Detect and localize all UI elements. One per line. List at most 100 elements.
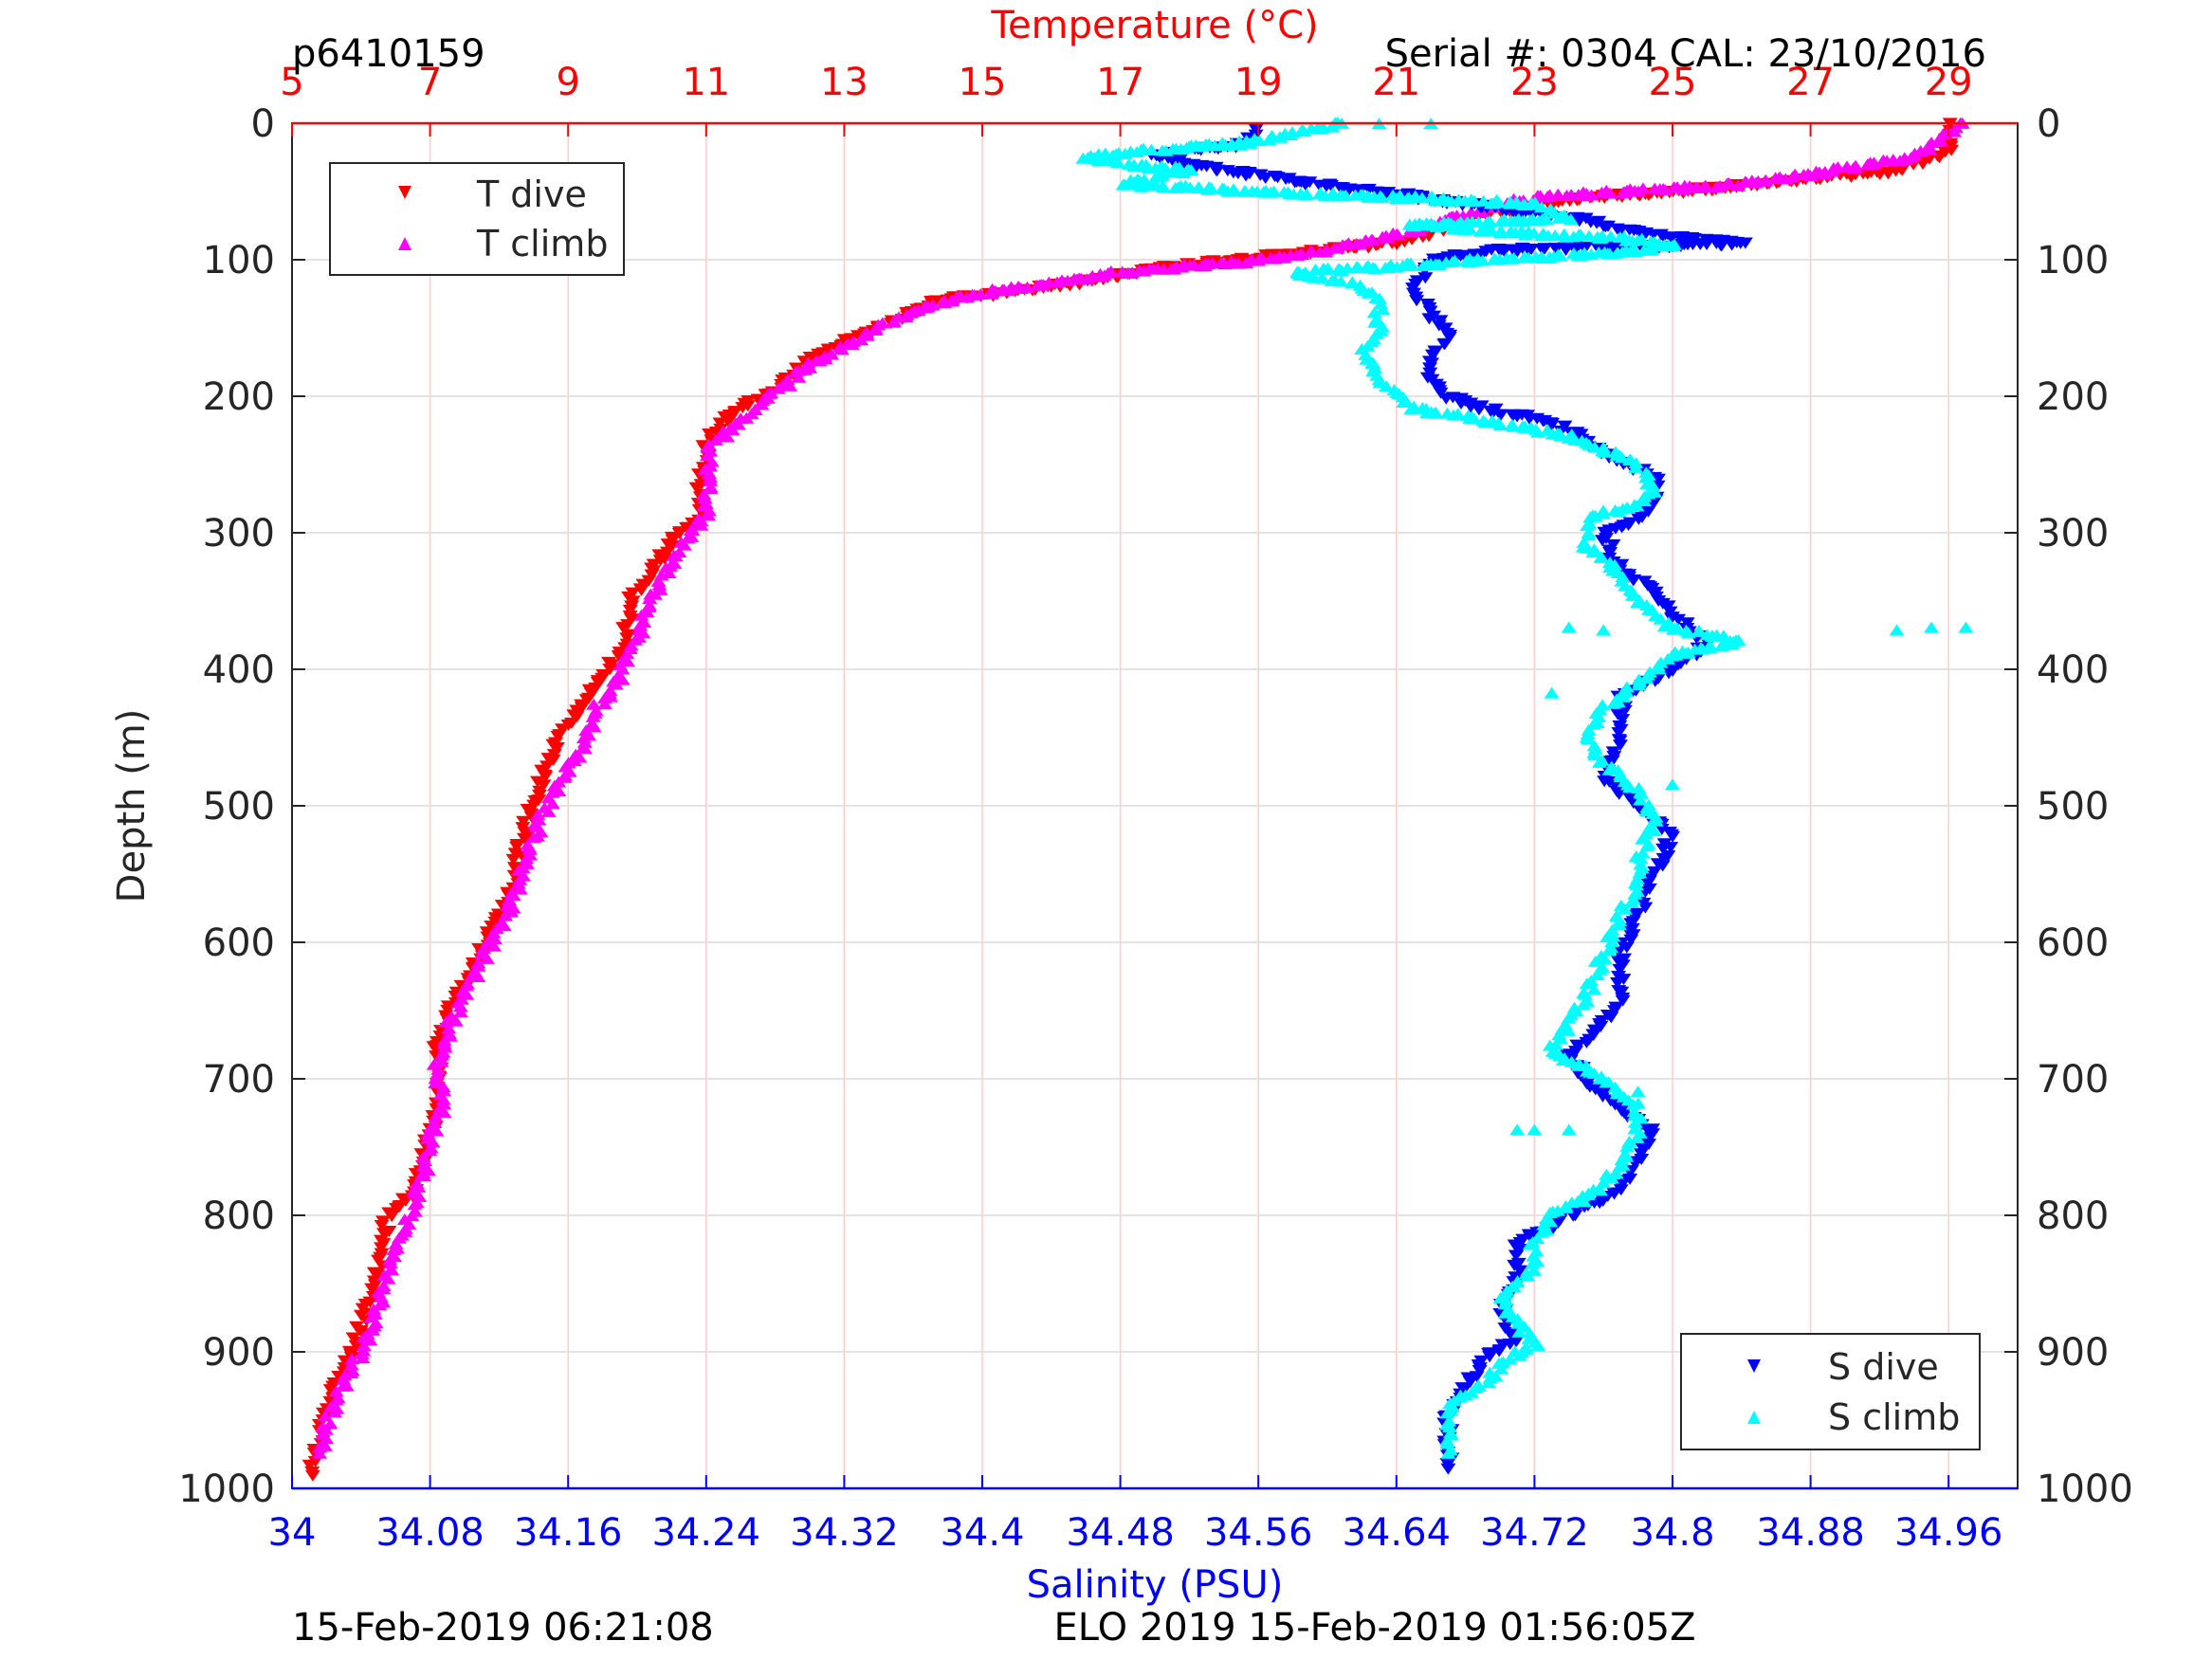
sal-marker xyxy=(1497,1306,1513,1319)
sal-marker xyxy=(1526,1123,1543,1136)
temp-marker xyxy=(651,578,667,591)
legend-t-climb-label: T climb xyxy=(476,223,608,264)
depth-tick-label: 1000 xyxy=(178,1468,275,1511)
temp-marker xyxy=(1932,135,1948,147)
sal-marker xyxy=(1349,261,1365,273)
temp-marker xyxy=(983,287,999,300)
sal-marker xyxy=(1164,166,1180,178)
sal-marker xyxy=(1678,647,1694,659)
sal-marker xyxy=(1603,1012,1619,1024)
sal-marker xyxy=(1924,621,1939,633)
sal-marker xyxy=(1509,1123,1526,1136)
sal-marker xyxy=(1654,823,1670,835)
temp-marker xyxy=(344,1353,360,1365)
profile-id: p6410159 xyxy=(292,32,485,76)
temp-marker xyxy=(512,883,528,895)
temp-marker xyxy=(1114,265,1130,278)
temp-marker xyxy=(585,710,601,722)
temp-marker xyxy=(448,1014,464,1027)
sal-tick-label: 34 xyxy=(268,1511,317,1555)
legend-t-dive-label: T dive xyxy=(476,173,587,215)
sal-marker xyxy=(1487,252,1503,264)
sal-marker xyxy=(1615,994,1631,1007)
sal-marker xyxy=(1630,233,1646,246)
sal-marker xyxy=(1307,264,1324,276)
sal-marker xyxy=(1612,963,1628,975)
temp-marker xyxy=(937,297,953,309)
sal-marker xyxy=(1424,349,1440,361)
sal-marker xyxy=(1379,379,1395,392)
temp-marker xyxy=(724,424,740,436)
sal-marker xyxy=(1596,624,1612,636)
axes: 5 7 9 11 13 15 17 19 21 23 25 27 29 0 0 100 100 200 200 300… xyxy=(178,61,2133,1555)
temp-marker xyxy=(633,609,649,621)
temp-marker xyxy=(1666,181,1682,193)
temp-marker xyxy=(422,1144,438,1157)
sal-marker xyxy=(1691,625,1707,637)
temp-marker xyxy=(577,742,594,755)
sal-marker xyxy=(1145,179,1161,191)
temp-marker xyxy=(1303,245,1319,257)
sal-marker xyxy=(1633,793,1649,806)
sal-tick-label: 34.96 xyxy=(1894,1511,2003,1555)
sal-marker xyxy=(1257,172,1273,184)
depth-tick-label: 800 xyxy=(203,1194,275,1238)
sal-marker xyxy=(1623,934,1639,946)
sal-marker xyxy=(1191,181,1207,193)
sal-marker xyxy=(1603,1172,1619,1184)
temp-marker xyxy=(642,592,658,604)
temp-marker xyxy=(404,1210,420,1222)
sal-marker xyxy=(1133,180,1149,192)
sal-marker xyxy=(1096,153,1112,165)
temp-tick-label: 11 xyxy=(682,61,730,104)
sal-marker xyxy=(1613,1184,1629,1196)
footer-timestamp: 15-Feb-2019 06:21:08 xyxy=(292,1606,714,1650)
serial-cal-label: Serial #: 0304 CAL: 23/10/2016 xyxy=(1385,32,1986,76)
sal-marker xyxy=(1154,144,1170,156)
temp-tick-label: 19 xyxy=(1234,61,1283,104)
sal-marker xyxy=(1585,546,1601,558)
temp-marker xyxy=(304,1469,320,1482)
temp-marker xyxy=(382,1257,398,1269)
depth-axis-label: Depth (m) xyxy=(110,709,154,903)
sal-marker xyxy=(1618,902,1634,915)
sal-marker xyxy=(1358,348,1374,360)
temp-marker xyxy=(1767,172,1783,184)
sal-marker xyxy=(1660,600,1676,612)
legend-s-climb-marker xyxy=(1747,1411,1761,1424)
temp-marker xyxy=(996,283,1013,296)
temp-marker xyxy=(688,482,704,494)
temp-marker xyxy=(374,1242,390,1254)
sal-marker xyxy=(1629,1132,1645,1144)
sal-marker xyxy=(1241,168,1257,180)
sal-marker xyxy=(1626,574,1642,586)
temp-marker xyxy=(1647,182,1663,194)
temp-marker xyxy=(693,519,709,531)
sal-tick-label: 34.48 xyxy=(1066,1511,1175,1555)
sal-marker xyxy=(1522,1326,1538,1339)
sal-marker xyxy=(1441,332,1457,344)
temp-marker xyxy=(868,322,884,335)
sal-marker xyxy=(1630,1085,1646,1098)
sal-tick-label: 34.64 xyxy=(1343,1511,1452,1555)
temp-marker xyxy=(1906,149,1922,161)
sal-marker xyxy=(1625,1098,1641,1110)
sal-marker xyxy=(1491,196,1508,209)
temp-marker xyxy=(322,1384,338,1396)
sal-marker xyxy=(1630,596,1646,609)
depth-tick-label: 600 xyxy=(203,921,275,965)
sal-tick-label: 34.8 xyxy=(1630,1511,1714,1555)
temp-marker xyxy=(1838,160,1855,173)
sal-marker xyxy=(1075,152,1091,164)
sal-marker xyxy=(1491,409,1508,421)
sal-marker xyxy=(1471,404,1487,416)
sal-marker xyxy=(1544,420,1560,432)
temp-marker xyxy=(596,692,612,704)
temp-marker xyxy=(608,678,624,690)
sal-marker xyxy=(1600,1076,1617,1088)
temp-tick-label: 23 xyxy=(1510,61,1559,104)
sal-marker xyxy=(1508,1249,1524,1262)
depth-tick-label: 500 xyxy=(203,785,275,829)
temp-marker xyxy=(632,619,649,631)
sal-marker xyxy=(1623,896,1639,908)
